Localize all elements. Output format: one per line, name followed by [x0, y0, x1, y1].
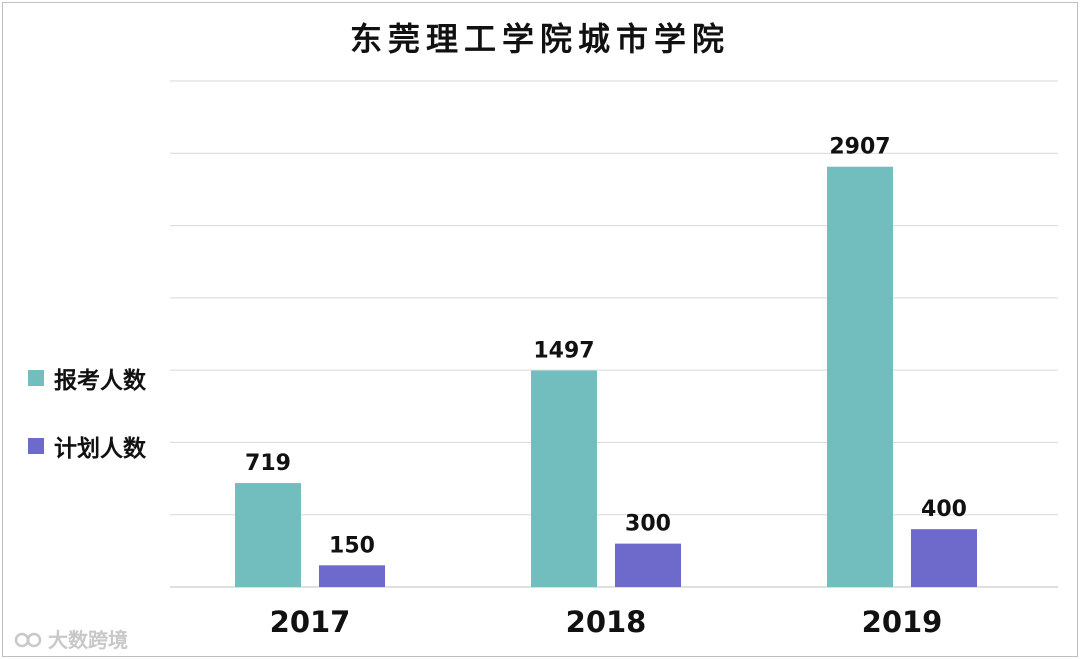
legend-item-planned: 计划人数	[28, 430, 146, 462]
x-tick-label-2017: 2017	[270, 605, 351, 639]
x-tick-label-2018: 2018	[566, 605, 647, 639]
bar-planned-2017	[319, 565, 385, 587]
bar-applicants-2018	[531, 370, 597, 587]
watermark-text: 大数跨境	[48, 628, 128, 652]
legend-swatch-planned	[28, 438, 44, 454]
legend-swatch-applicants	[28, 370, 44, 386]
bar-applicants-2017	[235, 483, 301, 587]
legend: 报考人数 计划人数	[28, 362, 146, 498]
data-label-applicants-2018: 1497	[533, 339, 594, 364]
data-label-planned-2019: 400	[921, 497, 967, 522]
data-label-planned-2018: 300	[625, 512, 671, 537]
chart-title: 东莞理工学院城市学院	[349, 20, 730, 58]
watermark-logo-icon	[14, 632, 42, 647]
legend-label-planned: 计划人数	[54, 436, 146, 462]
x-tick-label-2019: 2019	[862, 605, 943, 639]
bar-planned-2018	[615, 543, 681, 587]
data-label-applicants-2019: 2907	[829, 135, 890, 160]
data-label-planned-2017: 150	[329, 533, 375, 558]
watermark: 大数跨境	[14, 624, 128, 653]
legend-label-applicants: 报考人数	[54, 368, 146, 394]
bar-planned-2019	[911, 529, 977, 587]
bar-applicants-2019	[827, 166, 893, 588]
legend-item-applicants: 报考人数	[28, 362, 146, 394]
data-label-applicants-2017: 719	[245, 451, 291, 476]
